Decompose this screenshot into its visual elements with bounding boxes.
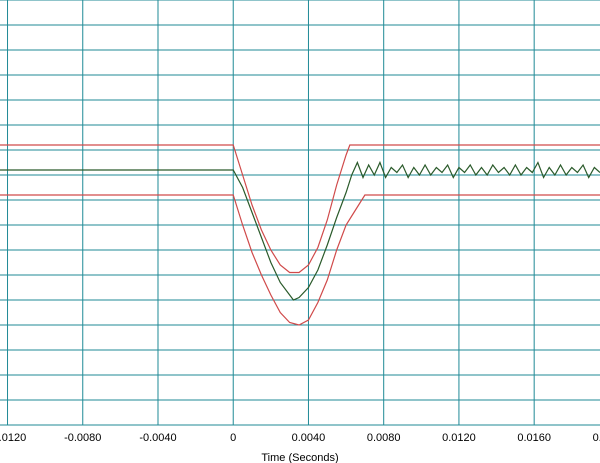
- x-tick-label: 0.0200: [593, 432, 600, 444]
- x-tick-label: -0.0040: [139, 432, 176, 444]
- x-tick-label: 0.0120: [442, 432, 476, 444]
- x-tick-label: 0.0040: [292, 432, 326, 444]
- x-axis-label: Time (Seconds): [261, 452, 338, 463]
- line: [0, 144, 600, 274]
- x-tick-label: 0: [230, 432, 236, 444]
- x-tick-label: 0.0160: [517, 432, 551, 444]
- line: [0, 194, 600, 326]
- x-tick-label: -0.0080: [64, 432, 101, 444]
- x-tick-label: 0.0080: [367, 432, 401, 444]
- line: [0, 160, 600, 301]
- x-tick-label: -0.0120: [0, 432, 26, 444]
